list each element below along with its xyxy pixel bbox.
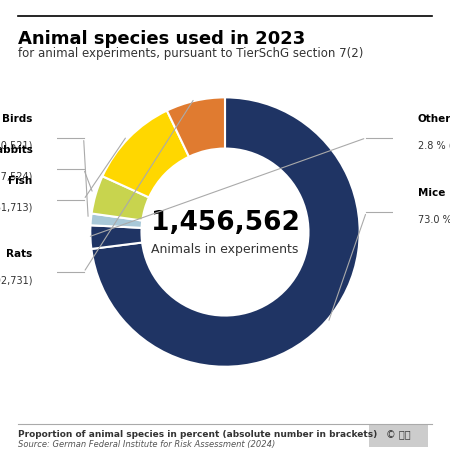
Text: for animal experiments, pursuant to TierSchG section 7(2): for animal experiments, pursuant to Tier… [18,47,364,60]
Text: Rabbits: Rabbits [0,145,32,155]
Text: Others: Others [418,114,450,124]
Text: Proportion of animal species in percent (absolute number in brackets): Proportion of animal species in percent … [18,430,377,439]
Wedge shape [167,97,225,157]
Text: 73.0 % (1,062,632): 73.0 % (1,062,632) [418,215,450,224]
Text: Birds: Birds [2,114,32,124]
Text: 1.4 % (20,521): 1.4 % (20,521) [0,141,32,151]
Wedge shape [103,111,189,197]
Wedge shape [91,97,360,367]
Text: Mice: Mice [418,188,445,198]
Text: Source: German Federal Institute for Risk Assessment (2024): Source: German Federal Institute for Ris… [18,440,275,450]
Text: 4.6 % (67,524): 4.6 % (67,524) [0,172,32,182]
Text: 2.8 % (41,441): 2.8 % (41,441) [418,141,450,151]
Text: 7.1 % (102,731): 7.1 % (102,731) [0,275,32,285]
Text: 1,456,562: 1,456,562 [151,210,299,236]
Text: © ⓒⓑ: © ⓒⓑ [386,430,410,440]
Text: Animal species used in 2023: Animal species used in 2023 [18,30,305,48]
Text: 11.1 % (161,713): 11.1 % (161,713) [0,202,32,212]
Text: Animals in experiments: Animals in experiments [151,243,299,256]
Text: Fish: Fish [8,176,32,186]
Wedge shape [90,225,142,249]
Wedge shape [92,176,149,221]
Text: Rats: Rats [6,249,32,259]
Wedge shape [90,213,142,228]
